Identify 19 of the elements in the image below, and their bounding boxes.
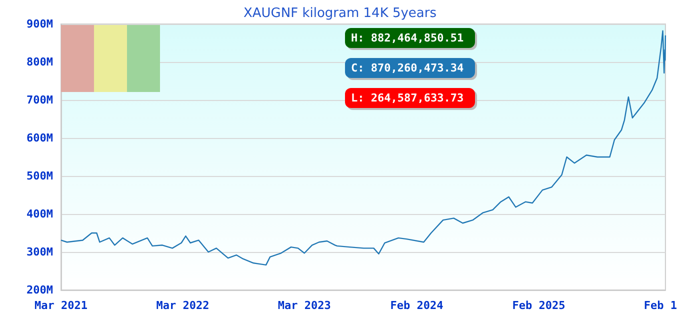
chart-title: XAUGNF kilogram 14K 5years — [243, 6, 437, 21]
y-tick-label: 200M — [26, 284, 54, 296]
line-series — [60, 30, 666, 266]
annotation: L: 264,587,633.73 — [351, 92, 464, 104]
x-tick-label: Mar 2021 — [34, 299, 88, 312]
x-tick-label: Feb 1 — [644, 299, 678, 312]
y-tick-label: 300M — [26, 246, 54, 258]
x-tick-label: Mar 2023 — [278, 299, 331, 312]
y-tick-label: 800M — [26, 56, 54, 68]
y-tick-label: 700M — [26, 94, 54, 106]
annotation: C: 870,260,473.34 — [351, 62, 464, 74]
y-tick-label: 400M — [26, 208, 54, 220]
y-tick-label: 500M — [26, 170, 54, 182]
x-tick-label: Feb 2024 — [390, 299, 444, 312]
annotation: H: 882,464,850.51 — [351, 32, 464, 44]
x-tick-label: Feb 2025 — [512, 299, 566, 312]
x-tick-label: Mar 2022 — [156, 299, 210, 312]
y-tick-label: 900M — [26, 18, 54, 30]
y-tick-label: 600M — [26, 132, 54, 144]
